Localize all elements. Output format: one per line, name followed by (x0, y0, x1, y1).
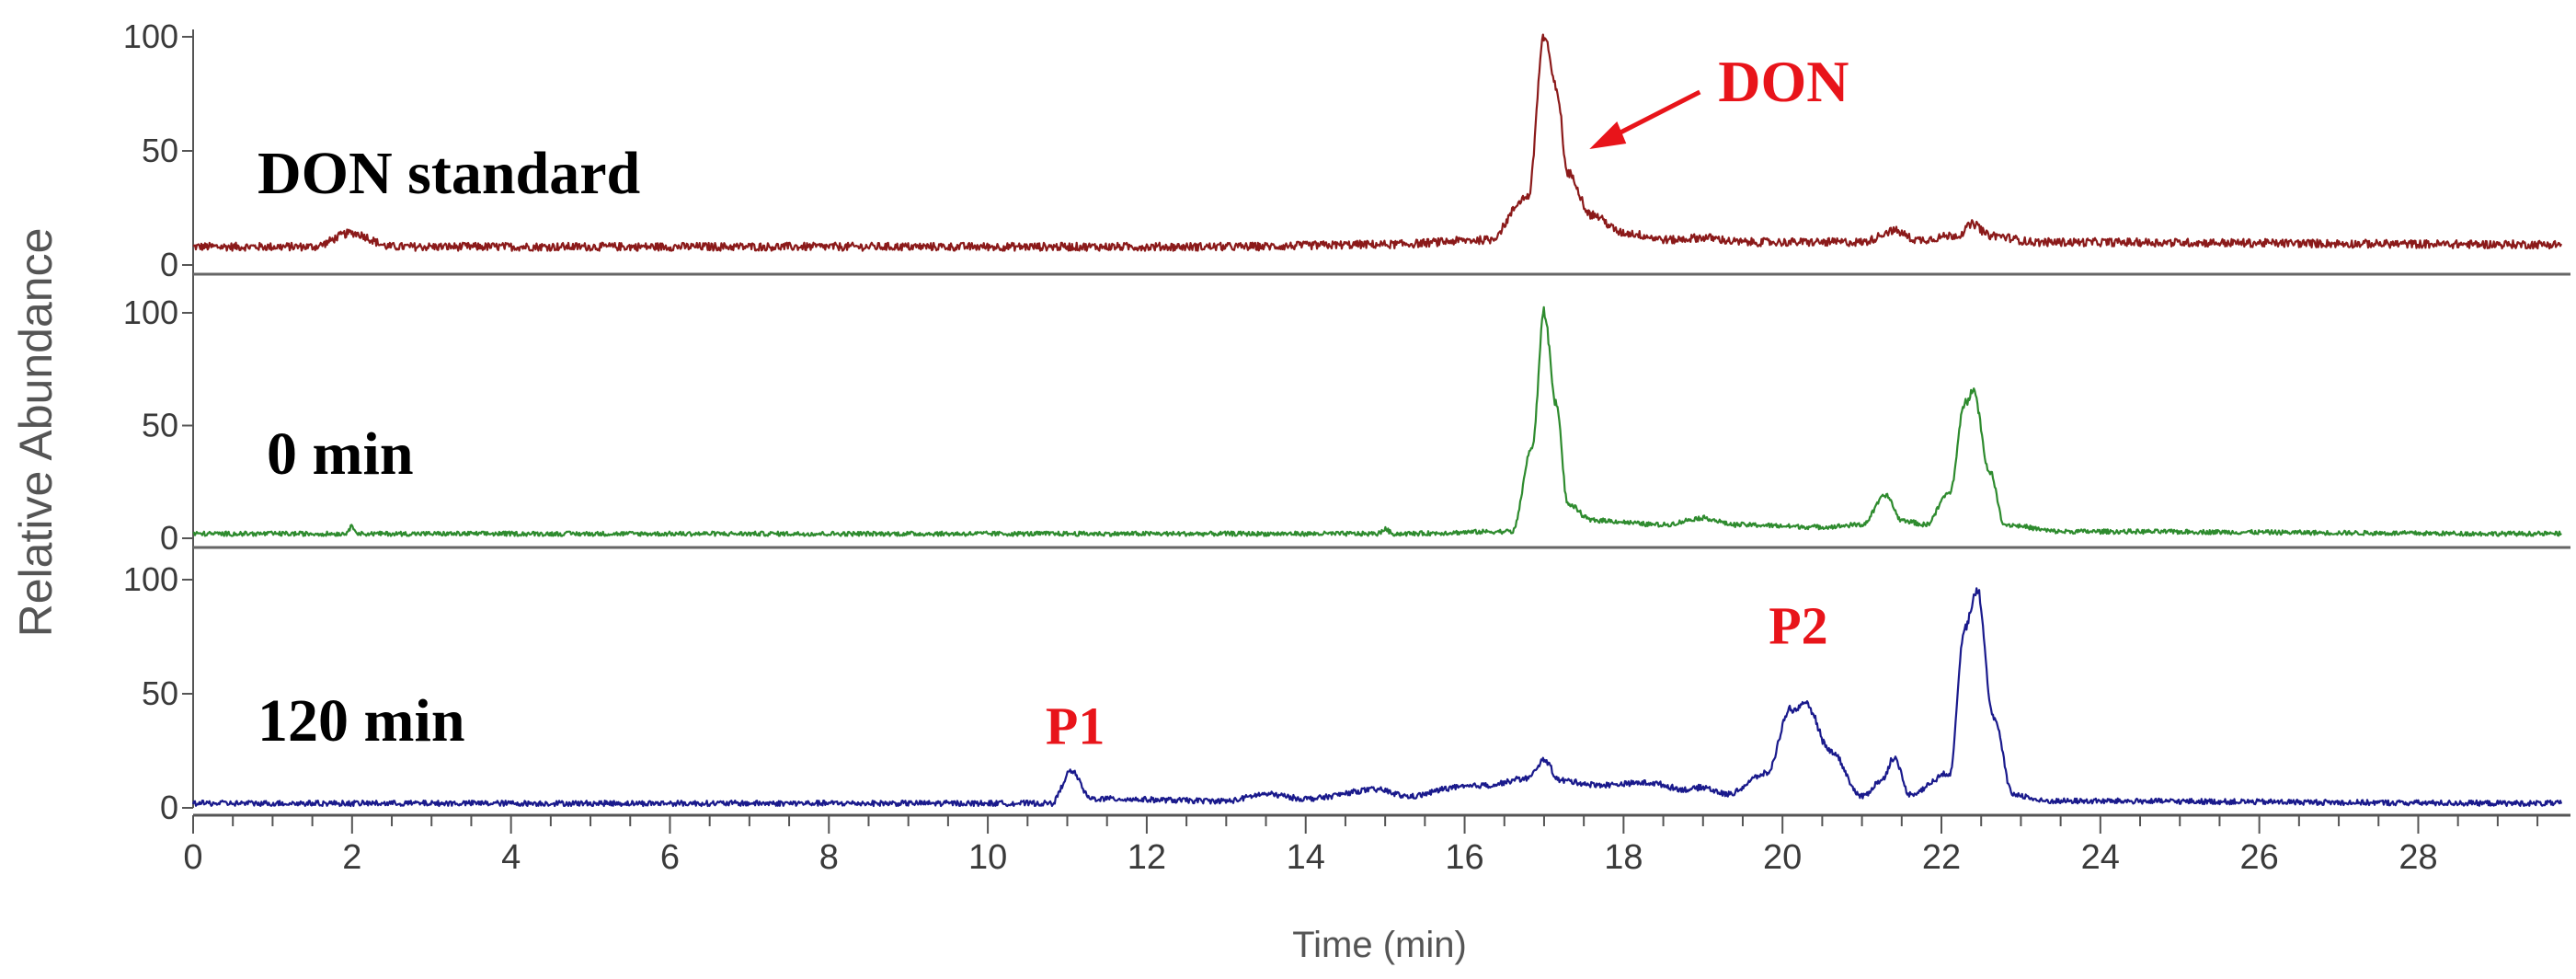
x-tick-label: 16 (1445, 838, 1483, 877)
panel-2: 0 50 100 120 min P1 P2 (123, 560, 2563, 826)
trace-line-2 (191, 587, 2563, 808)
x-tick-label: 14 (1287, 838, 1325, 877)
trace-line-1 (192, 305, 2562, 537)
annotation-label: P2 (1769, 595, 1827, 655)
annotation-label: DON (1718, 49, 1849, 114)
y-tick-label: 100 (123, 17, 178, 55)
y-tick-label: 0 (160, 519, 178, 557)
x-tick-label: 12 (1128, 838, 1166, 877)
y-tick-label: 100 (123, 560, 178, 598)
panel-0: 0 50 100 DON standard DON (123, 17, 2570, 283)
y-tick-label: 100 (123, 294, 178, 331)
y-tick-label: 50 (142, 674, 178, 712)
x-tick-label: 4 (501, 838, 521, 877)
x-tick-label: 28 (2399, 838, 2437, 877)
annotation-arrow (1605, 89, 1701, 143)
annotation-label: P1 (1046, 697, 1105, 756)
panel-label: 0 min (267, 420, 414, 488)
x-tick-label: 8 (819, 838, 839, 877)
trace-line-0 (192, 33, 2563, 252)
y-tick-label: 50 (142, 132, 178, 169)
panel-1: 0 50 100 0 min (123, 294, 2570, 557)
x-axis-title: Time (min) (1292, 925, 1467, 965)
y-axis-title: Relative Abundance (10, 228, 62, 638)
panel-label: 120 min (258, 687, 465, 754)
x-tick-label: 24 (2081, 838, 2120, 877)
y-tick-label: 50 (142, 407, 178, 444)
x-tick-label: 22 (1922, 838, 1961, 877)
x-tick-label: 20 (1763, 838, 1802, 877)
y-tick-label: 0 (160, 246, 178, 283)
x-tick-label: 6 (660, 838, 680, 877)
panel-label: DON standard (258, 140, 640, 207)
x-tick-label: 18 (1604, 838, 1643, 877)
x-tick-label: 0 (183, 838, 202, 877)
y-tick-label: 0 (160, 789, 178, 826)
x-tick-label: 2 (342, 838, 361, 877)
x-tick-label: 10 (968, 838, 1007, 877)
x-tick-label: 26 (2240, 838, 2279, 877)
annotation-arrowhead (1589, 121, 1627, 149)
